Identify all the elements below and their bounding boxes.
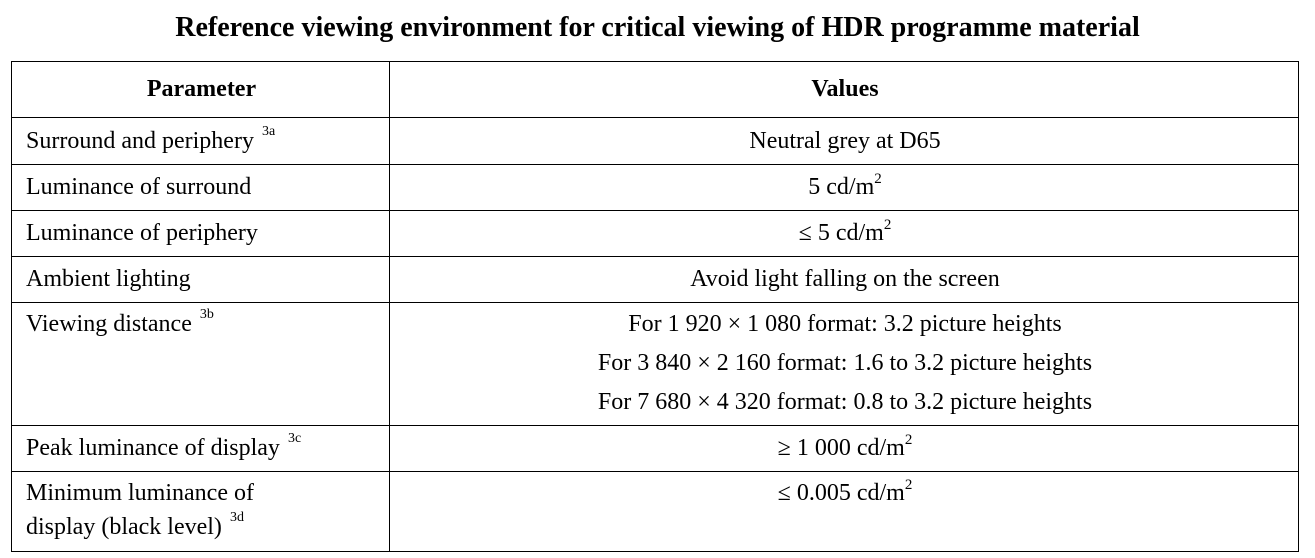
value-cell: For 1 920 × 1 080 format: 3.2 picture he… — [389, 302, 1299, 426]
value-line: For 1 920 × 1 080 format: 3.2 picture he… — [628, 311, 1062, 337]
footnote-ref: 3b — [199, 307, 214, 322]
footnote-ref: 3d — [229, 510, 244, 525]
table-row: Luminance of surround 5 cd/m2 — [11, 164, 1299, 211]
header-values: Values — [389, 61, 1299, 118]
table-row: Surround and periphery 3a Neutral grey at… — [11, 117, 1299, 165]
value-text: 5 cd/m — [808, 174, 875, 200]
value-cell: ≤ 5 cd/m2 — [389, 210, 1299, 257]
parameter-cell: Luminance of surround — [11, 164, 390, 211]
value-cell: Neutral grey at D65 — [389, 117, 1299, 165]
parameter-cell: Luminance of periphery — [11, 210, 390, 257]
unit-exponent: 2 — [874, 171, 882, 187]
parameter-cell: Ambient lighting — [11, 256, 390, 303]
value-cell: ≤ 0.005 cd/m2 — [389, 471, 1299, 552]
parameter-cell: Surround and periphery 3a — [11, 117, 390, 165]
table-title: Reference viewing environment for critic… — [175, 12, 1140, 43]
parameter-label: Viewing distance — [26, 311, 192, 337]
value-line: For 3 840 × 2 160 format: 1.6 to 3.2 pic… — [597, 350, 1093, 376]
header-parameter: Parameter — [11, 61, 390, 118]
value-cell: ≥ 1 000 cd/m2 — [389, 425, 1299, 472]
parameter-cell: Viewing distance 3b — [11, 302, 390, 426]
footnote-ref: 3a — [261, 124, 276, 139]
value-cell: Avoid light falling on the screen — [389, 256, 1299, 303]
parameter-label: Surround and periphery — [26, 128, 254, 154]
parameter-label-line: display (black level) — [26, 514, 222, 540]
parameter-label: Luminance of periphery — [26, 220, 258, 246]
viewing-environment-table: Parameter Values Surround and periphery 3… — [11, 61, 1299, 552]
table-row: Viewing distance 3b For 1 920 × 1 080 for… — [11, 302, 1299, 426]
value-text: ≤ 5 cd/m — [798, 220, 884, 246]
table-row: Luminance of periphery ≤ 5 cd/m2 — [11, 210, 1299, 257]
table-row: Minimum luminance of display (black leve… — [11, 471, 1299, 552]
table-row: Peak luminance of display 3c ≥ 1 000 cd/m… — [11, 425, 1299, 472]
parameter-label: Luminance of surround — [26, 174, 252, 200]
table-row: Ambient lighting Avoid light falling on … — [11, 256, 1299, 303]
parameter-cell: Minimum luminance of display (black leve… — [11, 471, 390, 552]
table-header-row: Parameter Values — [11, 61, 1299, 118]
parameter-cell: Peak luminance of display 3c — [11, 425, 390, 472]
unit-exponent: 2 — [883, 217, 892, 233]
footnote-ref: 3c — [287, 431, 302, 446]
parameter-label-line: Minimum luminance of — [26, 480, 254, 506]
value-text: ≥ 1 000 cd/m — [777, 435, 905, 461]
value-text: ≤ 0.005 cd/m — [777, 480, 905, 506]
parameter-label: Peak luminance of display — [26, 435, 280, 461]
unit-exponent: 2 — [904, 432, 913, 448]
unit-exponent: 2 — [904, 477, 913, 493]
value-text: Neutral grey at D65 — [749, 128, 941, 154]
value-text: Avoid light falling on the screen — [690, 266, 1000, 292]
value-line: For 7 680 × 4 320 format: 0.8 to 3.2 pic… — [597, 389, 1093, 415]
value-cell: 5 cd/m2 — [389, 164, 1299, 211]
parameter-label: Ambient lighting — [26, 266, 191, 292]
